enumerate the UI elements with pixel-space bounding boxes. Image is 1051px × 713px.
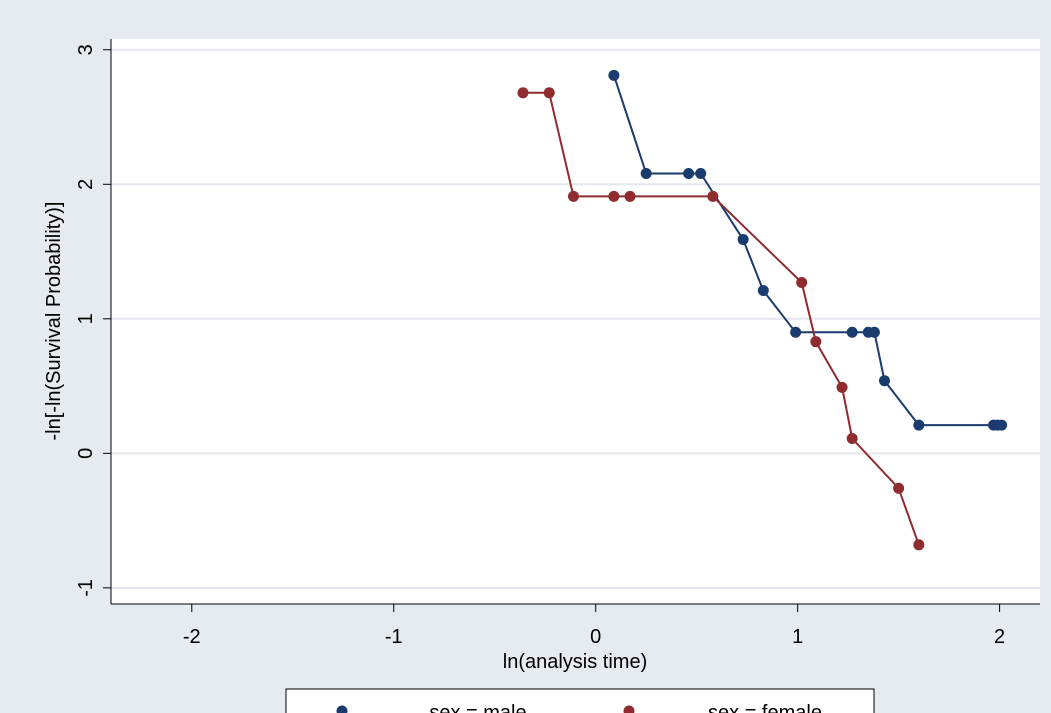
data-point [846, 326, 858, 338]
plot-area [111, 39, 1040, 604]
data-point [913, 419, 925, 431]
data-point [796, 276, 808, 288]
data-point [608, 190, 620, 202]
data-point [868, 326, 880, 338]
data-point [640, 168, 652, 180]
data-point [737, 233, 749, 245]
data-point [567, 190, 579, 202]
x-tick-label: -2 [183, 626, 201, 648]
y-tick-label: 0 [75, 448, 97, 459]
data-point [893, 482, 905, 494]
data-point [913, 539, 925, 551]
y-axis-label: -ln[-ln(Survival Probability)] [43, 202, 65, 441]
data-point [707, 190, 719, 202]
series [517, 69, 1008, 551]
series-female [517, 87, 925, 551]
data-point [757, 285, 769, 297]
data-point [846, 433, 858, 445]
axis-ticks: -1 0 1 2 3 -2 -1 0 1 2 [75, 44, 1005, 648]
data-point [624, 190, 636, 202]
data-point [810, 336, 822, 348]
x-axis-label: ln(analysis time) [503, 651, 647, 673]
data-point [517, 87, 529, 99]
series-male [608, 69, 1008, 431]
legend: sex = male sex = female [285, 688, 875, 713]
x-tick-label: 0 [590, 626, 601, 648]
gridlines [111, 48, 1040, 589]
data-point [543, 87, 555, 99]
y-tick-label: 1 [75, 313, 97, 324]
data-point [996, 419, 1008, 431]
legend-marker [623, 705, 635, 713]
y-tick-label: 2 [75, 179, 97, 190]
x-tick-label: -1 [385, 626, 403, 648]
series-line [523, 91, 920, 546]
legend-label: sex = male [429, 702, 526, 713]
x-tick-label: 1 [792, 626, 803, 648]
data-point [695, 168, 707, 180]
data-point [608, 69, 620, 81]
y-tick-label: -1 [75, 579, 97, 597]
data-point [790, 326, 802, 338]
data-point [683, 168, 695, 180]
x-tick-label: 2 [994, 626, 1005, 648]
legend-label: sex = female [708, 702, 822, 713]
legend-marker [336, 705, 348, 713]
data-point [878, 375, 890, 387]
legend-box [285, 688, 875, 713]
y-tick-label: 3 [75, 44, 97, 55]
data-point [836, 381, 848, 393]
